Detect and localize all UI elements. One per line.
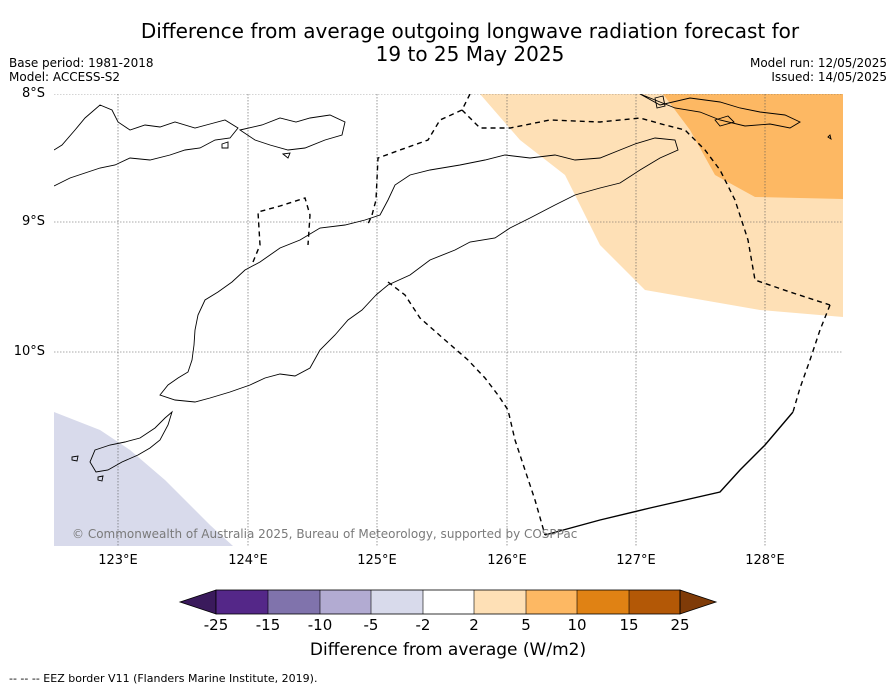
coastline-timor [159,137,679,403]
colorbar-tick-label: 10 [567,616,587,634]
coastline-small-island-3 [714,115,735,127]
eez-border-north [461,109,831,306]
colorbar-bin-1 [216,590,268,614]
eez-border-southeast [544,411,794,536]
colorbar-tick-label: -2 [415,616,431,634]
base-period-text: Base period: 1981-2018 [9,56,154,70]
colorbar-tick-label: -25 [203,616,229,634]
coastline-rote [89,410,173,473]
lat-label-9s: 9°S [21,214,45,229]
coastline-wetar [639,94,801,129]
colorbar [178,589,718,615]
colorbar-outline [215,589,681,615]
meta-left: Base period: 1981-2018 Model: ACCESS-S2 [9,56,154,84]
model-run-text: Model run: 12/05/2025 [749,56,887,70]
lon-label-125e: 125°E [357,553,397,568]
meta-right: Model run: 12/05/2025 Issued: 14/05/2025 [750,56,887,84]
colorbar-bin-3 [320,590,371,614]
eez-border-solid [544,411,794,536]
colorbar-dividers [267,590,630,614]
colorbar-tick-label: 5 [521,616,531,634]
coastlines [54,94,832,482]
lon-label-126e: 126°E [487,553,527,568]
map-panel [54,94,843,546]
coastline-small-island-4 [654,95,666,109]
coastline-flores-islands [54,104,239,187]
lat-label-10s: 10°S [13,344,45,359]
colorbar-title: Difference from average (W/m2) [309,640,587,660]
colorbar-extend-high [679,589,718,615]
coastline-small-island-5 [71,455,79,462]
colorbar-tick-label: 2 [469,616,479,634]
colorbar-bin-5 [423,590,474,614]
colorbar-tick-label: -5 [363,616,379,634]
coastline-small-island-6 [97,475,104,482]
colorbar-extend-low [178,589,217,615]
lon-label-123e: 123°E [98,553,138,568]
colorbar-bin-7 [526,590,577,614]
coastline-alor-islands [238,114,346,151]
lon-label-127e: 127°E [616,553,656,568]
gridlines [54,94,843,546]
colorbar-bin-6 [474,590,526,614]
colorbar-bin-4 [371,590,423,614]
anomaly-region-minus5-to-minus2 [54,412,233,546]
colorbar-tick-label: -15 [255,616,281,634]
map-title: Difference from average outgoing longwav… [0,20,896,66]
anomaly-region-5-to-10 [663,94,843,199]
map-title-line2: 19 to 25 May 2025 [375,42,565,66]
eez-border-oecussi [252,197,311,263]
eez-footer-note: -- -- -- EEZ border V11 (Flanders Marine… [9,672,318,685]
coastline-small-island-7 [827,134,832,141]
colorbar-bin-8 [577,590,629,614]
coastline-small-island-1 [221,141,229,149]
colorbar-bin-2 [268,590,320,614]
map-title-line1: Difference from average outgoing longwav… [140,19,800,43]
copyright-text: © Commonwealth of Australia 2025, Bureau… [72,527,578,541]
lon-label-128e: 128°E [745,553,785,568]
colorbar-bin-9 [629,590,680,614]
colorbar-tick-label: -10 [307,616,333,634]
colorbar-tick-label: 25 [670,616,690,634]
colorbar-tick-label: 15 [619,616,639,634]
model-text: Model: ACCESS-S2 [9,70,121,84]
eez-borders [252,94,831,536]
coastline-small-island-2 [281,152,291,159]
eez-border-east [792,304,831,413]
issued-text: Issued: 14/05/2025 [771,70,887,84]
lon-label-124e: 124°E [228,553,268,568]
lat-label-8s: 8°S [21,86,45,101]
eez-border-south [387,281,546,536]
